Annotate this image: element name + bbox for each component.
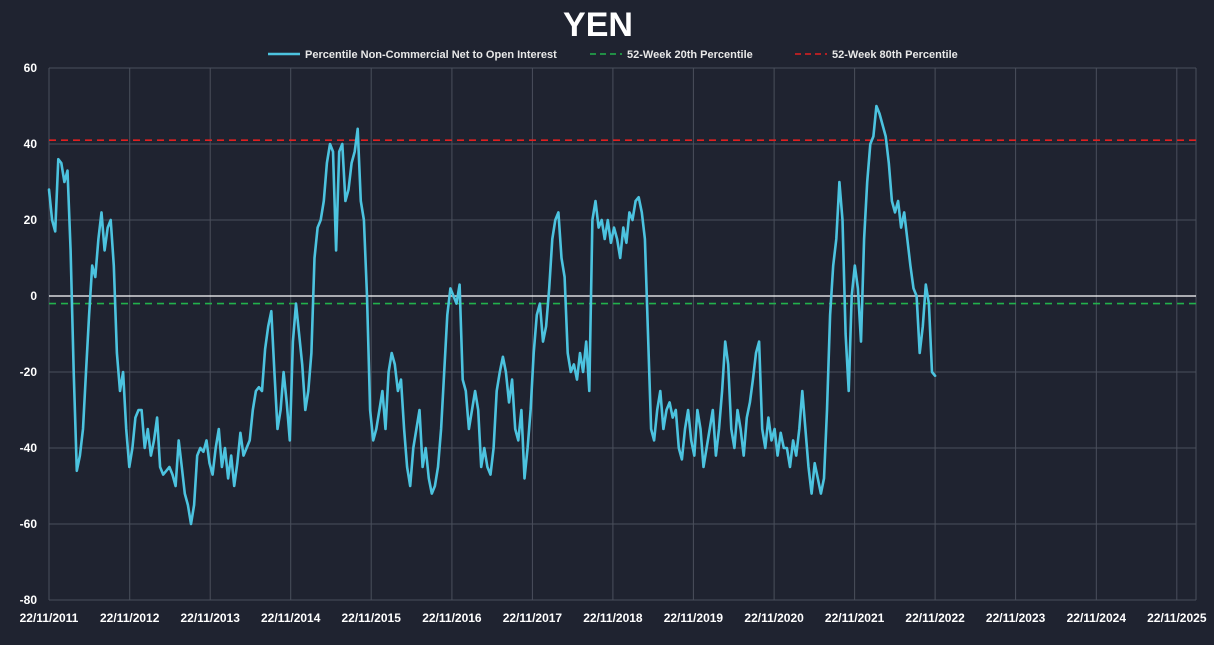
legend-item: 52-Week 20th Percentile (590, 49, 753, 61)
x-tick-label: 22/11/2025 (1147, 611, 1207, 625)
y-tick-label: 60 (24, 61, 38, 75)
legend-item: 52-Week 80th Percentile (795, 49, 958, 61)
x-axis: 22/11/2011 22/11/2012 22/11/2013 22/11/2014… (20, 611, 1207, 625)
chart-title: YEN (563, 6, 633, 44)
x-tick-label: 22/11/2021 (825, 611, 885, 625)
x-tick-label: 22/11/2017 (503, 611, 563, 625)
legend: Percentile Non-Commercial Net to Open In… (268, 49, 958, 61)
y-tick-label: 0 (30, 289, 37, 303)
x-tick-label: 22/11/2016 (422, 611, 482, 625)
y-tick-label: 20 (24, 213, 38, 227)
x-tick-label: 22/11/2012 (100, 611, 160, 625)
legend-label: Percentile Non-Commercial Net to Open In… (305, 49, 557, 61)
x-tick-label: 22/11/2018 (583, 611, 643, 625)
y-tick-label: -60 (20, 517, 38, 531)
legend-item: Percentile Non-Commercial Net to Open In… (268, 49, 557, 61)
x-tick-label: 22/11/2020 (744, 611, 804, 625)
x-tick-label: 22/11/2011 (20, 611, 79, 625)
legend-label: 52-Week 80th Percentile (832, 49, 958, 61)
y-tick-label: -20 (20, 365, 38, 379)
legend-label: 52-Week 20th Percentile (627, 49, 753, 61)
x-tick-label: 22/11/2014 (261, 611, 321, 625)
reference-lines (49, 139, 1196, 305)
x-tick-label: 22/11/2015 (341, 611, 401, 625)
y-tick-label: -80 (20, 593, 38, 607)
plot-area (47, 104, 937, 526)
x-tick-label: 22/11/2019 (664, 611, 724, 625)
x-tick-label: 22/11/2023 (986, 611, 1046, 625)
y-tick-label: -40 (20, 441, 38, 455)
x-tick-label: 22/11/2022 (905, 611, 965, 625)
gridlines (48, 67, 1197, 601)
x-tick-label: 22/11/2013 (181, 611, 241, 625)
x-tick-label: 22/11/2024 (1067, 611, 1127, 625)
y-tick-label: 40 (24, 137, 38, 151)
y-axis: -80 -60 -40 -20 0 20 40 60 (20, 61, 38, 607)
series-line (47, 104, 937, 526)
